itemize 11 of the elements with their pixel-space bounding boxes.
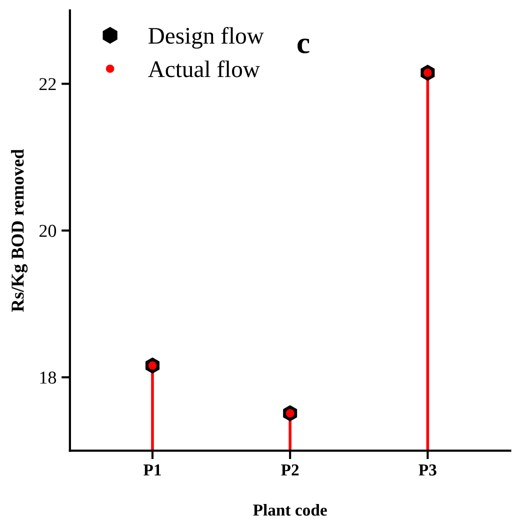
annotation: c bbox=[298, 38, 310, 54]
x-axis-title: Plant code bbox=[253, 504, 327, 516]
y-tick-label: 18 bbox=[40, 372, 56, 384]
legend-label: Actual flow bbox=[148, 60, 260, 78]
x-tick-label: P3 bbox=[418, 464, 436, 476]
x-tick-label: P2 bbox=[281, 464, 299, 476]
y-tick-label: 22 bbox=[39, 78, 56, 90]
x-tick-label: P1 bbox=[144, 464, 161, 476]
legend-label: Design flow bbox=[148, 26, 264, 49]
y-tick-label: 20 bbox=[39, 224, 56, 237]
y-axis-title: Rs/Kg BOD removed bbox=[11, 149, 28, 312]
